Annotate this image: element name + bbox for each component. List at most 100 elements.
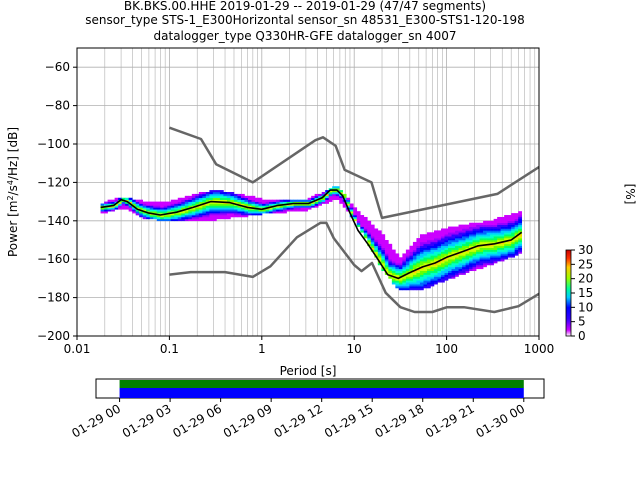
heatmap-cell xyxy=(426,280,431,283)
heatmap-cell xyxy=(507,238,512,241)
heatmap-cell xyxy=(444,247,449,250)
heatmap-cell xyxy=(314,193,319,197)
heatmap-cell xyxy=(423,240,428,243)
heatmap-cell xyxy=(202,195,207,199)
heatmap-cell xyxy=(395,282,400,285)
heatmap-cell xyxy=(493,261,498,264)
heatmap-cell xyxy=(433,243,438,247)
heatmap-cell xyxy=(479,257,484,260)
heatmap-cell xyxy=(444,253,449,256)
heatmap-cell xyxy=(455,232,459,235)
heatmap-cell xyxy=(300,205,305,208)
heatmap-cell xyxy=(191,197,196,200)
heatmap-cell xyxy=(391,282,396,285)
heatmap-cell xyxy=(219,197,224,200)
heatmap-cell xyxy=(353,207,358,210)
heatmap-cell xyxy=(398,280,403,283)
heatmap-cell xyxy=(370,230,375,233)
heatmap-cell xyxy=(448,226,452,229)
heatmap-cell xyxy=(184,213,189,216)
heatmap-cell xyxy=(290,205,294,208)
heatmap-cell xyxy=(388,257,393,260)
heatmap-cell xyxy=(504,249,508,252)
heatmap-cell xyxy=(423,261,428,264)
heatmap-cell xyxy=(437,274,442,277)
heatmap-cell xyxy=(437,263,442,266)
x-tick-label: 0.01 xyxy=(64,342,91,356)
heatmap-cell xyxy=(195,203,200,206)
heatmap-cell xyxy=(370,238,375,241)
heatmap-cell xyxy=(518,222,523,225)
heatmap-cell xyxy=(455,241,459,245)
heatmap-cell xyxy=(184,211,189,214)
heatmap-cell xyxy=(483,240,487,243)
heatmap-cell xyxy=(381,261,386,264)
heatmap-cell xyxy=(100,207,105,210)
heatmap-cell xyxy=(230,199,235,202)
heatmap-cell xyxy=(483,245,487,248)
heatmap-cell xyxy=(391,280,396,283)
heatmap-cell xyxy=(402,284,407,287)
heatmap-cell xyxy=(377,240,382,243)
heatmap-cell xyxy=(486,236,491,239)
heatmap-cell xyxy=(363,226,368,229)
heatmap-cell xyxy=(440,280,445,283)
heatmap-cell xyxy=(349,207,354,210)
plot-area xyxy=(77,48,539,336)
heatmap-cell xyxy=(500,251,505,254)
heatmap-cell xyxy=(430,270,435,273)
heatmap-cell xyxy=(160,211,165,214)
heatmap-cell xyxy=(384,241,389,245)
heatmap-cell xyxy=(146,201,151,204)
heatmap-cell xyxy=(504,255,508,258)
heatmap-cell xyxy=(328,195,333,199)
heatmap-cell xyxy=(265,203,270,206)
heatmap-cell xyxy=(146,209,151,212)
heatmap-cell xyxy=(493,251,498,254)
heatmap-cell xyxy=(247,197,252,200)
heatmap-cell xyxy=(433,253,438,256)
heatmap-cell xyxy=(209,218,214,222)
heatmap-cell xyxy=(472,253,477,256)
heatmap-cell xyxy=(486,249,491,252)
heatmap-cell xyxy=(504,247,508,250)
heatmap-cell xyxy=(490,261,494,264)
heatmap-cell xyxy=(388,270,393,273)
heatmap-cell xyxy=(518,251,523,254)
heatmap-cell xyxy=(430,272,435,275)
heatmap-cell xyxy=(451,228,456,231)
heatmap-cell xyxy=(472,251,477,254)
heatmap-cell xyxy=(451,276,456,279)
heatmap-cell xyxy=(360,216,365,220)
heatmap-cell xyxy=(458,230,463,233)
heatmap-cell xyxy=(377,238,382,241)
heatmap-cell xyxy=(265,211,270,214)
heatmap-cell xyxy=(504,215,508,218)
heatmap-cell xyxy=(490,234,494,237)
heatmap-cell xyxy=(191,211,196,214)
heatmap-cell xyxy=(395,259,400,262)
heatmap-cell xyxy=(377,263,382,266)
heatmap-cell xyxy=(479,261,484,264)
heatmap-cell xyxy=(518,215,523,218)
heatmap-cell xyxy=(367,240,372,243)
heatmap-cell xyxy=(384,247,389,250)
heatmap-cell xyxy=(111,199,115,202)
heatmap-cell xyxy=(444,228,449,231)
heatmap-cell xyxy=(490,257,494,260)
heatmap-cell xyxy=(181,207,186,210)
heatmap-cell xyxy=(398,286,403,289)
coverage-tick-label: 01-29 06 xyxy=(170,401,224,440)
heatmap-cell xyxy=(455,264,459,268)
heatmap-cell xyxy=(444,274,449,277)
heatmap-cell xyxy=(507,232,512,235)
heatmap-cell xyxy=(191,218,196,222)
heatmap-cell xyxy=(497,255,501,258)
heatmap-cell xyxy=(416,240,421,243)
heatmap-cell xyxy=(328,197,333,200)
heatmap-cell xyxy=(342,193,347,197)
heatmap-cell xyxy=(518,234,523,237)
heatmap-cell xyxy=(381,259,386,262)
heatmap-cell xyxy=(391,259,396,262)
